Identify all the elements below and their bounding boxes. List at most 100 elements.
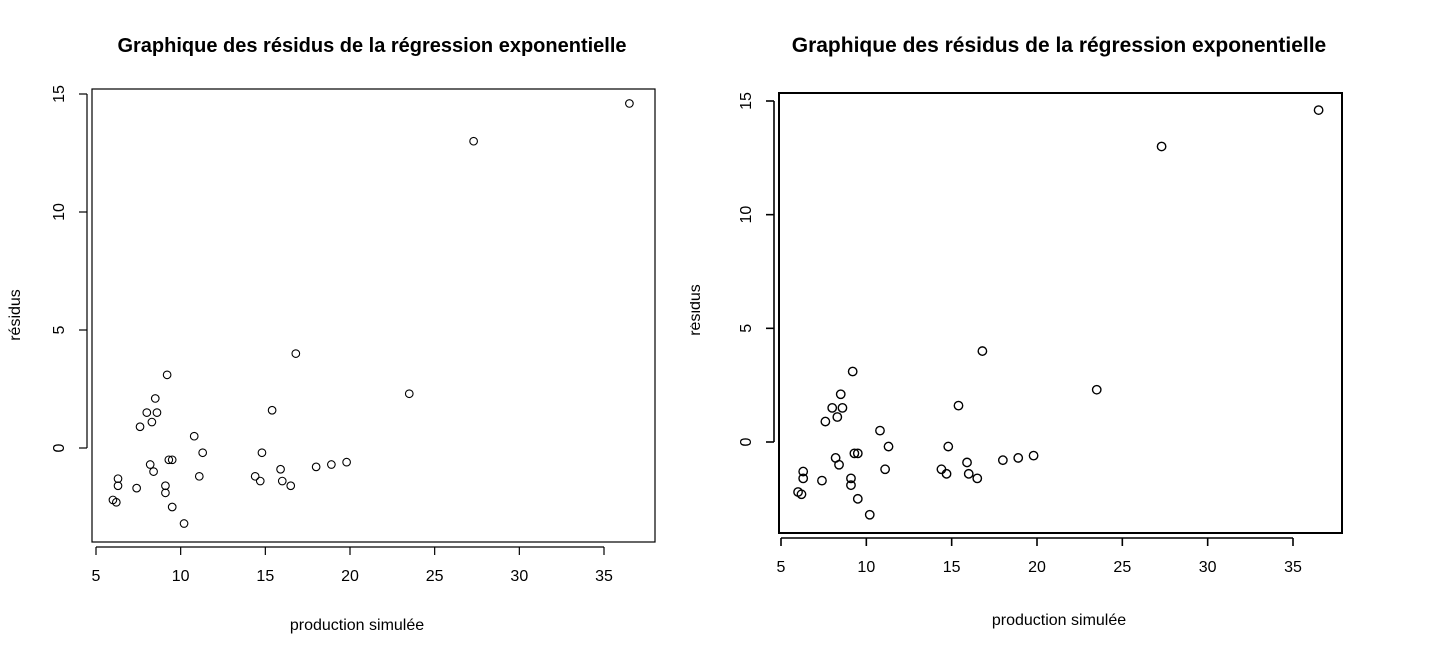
data-point [846, 473, 856, 484]
data-point [875, 425, 885, 436]
x-tick-label: 25 [1113, 559, 1131, 576]
data-point [963, 468, 974, 479]
y-axis: 0 5 10 15 [738, 92, 775, 446]
data-point [1091, 384, 1102, 395]
data-point [852, 448, 863, 459]
data-point [311, 462, 321, 472]
data-point [404, 389, 414, 399]
chart-title: Graphique des résidus de la régression e… [117, 35, 626, 57]
data-point [198, 448, 208, 458]
data-point [145, 460, 155, 469]
data-point [342, 457, 351, 467]
x-tick-label: 5 [92, 568, 101, 585]
data-point [972, 473, 983, 484]
x-tick-label: 15 [256, 568, 274, 585]
data-point [135, 422, 145, 432]
data-point [953, 400, 964, 411]
x-tick-label: 30 [510, 568, 528, 585]
data-point [835, 389, 846, 400]
data-point [827, 402, 838, 413]
data-point [167, 455, 177, 465]
data-point [962, 457, 972, 468]
data-point [142, 408, 152, 417]
data-point [113, 481, 123, 491]
x-axis-label: production simulée [992, 612, 1126, 629]
plot-frame [778, 92, 1343, 534]
data-point [162, 370, 172, 380]
data-point [936, 464, 947, 475]
data-point [941, 468, 952, 479]
y-tick-label: 10 [51, 203, 68, 221]
data-point [837, 402, 848, 413]
x-axis-label: production simulée [290, 617, 424, 634]
data-point [250, 471, 260, 481]
data-point [1313, 105, 1324, 115]
data-point [327, 460, 336, 469]
x-tick-label: 25 [426, 568, 444, 585]
residual-plot-left: Graphique des résidus de la régression e… [7, 35, 656, 634]
data-point [880, 464, 891, 475]
data-point [1028, 450, 1039, 461]
residual-plot-right: Graphique des résidus de la régression e… [687, 34, 1343, 629]
data-point [469, 136, 478, 146]
data-point [179, 519, 189, 528]
data-point [167, 502, 177, 512]
x-tick-label: 10 [172, 568, 190, 585]
y-tick-label: 15 [738, 92, 755, 110]
data-point [625, 99, 634, 108]
x-tick-label: 35 [1284, 559, 1302, 576]
chart-title: Graphique des résidus de la régression e… [792, 34, 1327, 57]
x-tick-label: 15 [943, 559, 961, 576]
data-point [111, 497, 121, 507]
data-point [943, 441, 954, 452]
y-tick-label: 5 [738, 324, 755, 333]
data-point [267, 405, 277, 415]
x-tick-label: 30 [1199, 559, 1217, 576]
data-point [147, 417, 157, 427]
data-point [977, 346, 988, 356]
x-tick-label: 10 [857, 559, 875, 576]
data-point [864, 509, 875, 520]
data-point [113, 474, 123, 484]
data-point [997, 455, 1008, 466]
chart-panel-right: Graphique des résidus de la régression e… [687, 0, 1456, 641]
chart-panel-left: Graphique des résidus de la régression e… [0, 0, 690, 641]
data-point [849, 448, 860, 459]
x-tick-label: 20 [341, 568, 359, 585]
y-tick-label: 0 [51, 443, 68, 452]
y-tick-label: 5 [51, 325, 68, 334]
data-point [798, 466, 809, 477]
data-point [1156, 141, 1167, 152]
y-axis-label: résidus [7, 289, 24, 341]
data-point [798, 473, 809, 484]
data-point [257, 448, 267, 458]
x-tick-label: 20 [1028, 559, 1046, 576]
data-point [291, 349, 301, 358]
data-point [286, 481, 296, 491]
y-axis: 0 5 10 15 [51, 85, 88, 452]
x-tick-label: 35 [595, 568, 613, 585]
data-point [832, 412, 843, 422]
data-point [834, 459, 844, 470]
data-point [152, 408, 162, 417]
y-axis-label: résidus [690, 284, 704, 336]
data-point [1013, 453, 1024, 463]
data-point [883, 441, 894, 452]
plot-frame [91, 88, 656, 543]
x-axis: 5 10 15 20 25 30 35 [777, 537, 1302, 576]
data-point [194, 471, 204, 481]
data-point [161, 481, 170, 491]
x-axis: 5 10 15 20 25 30 35 [92, 546, 613, 585]
data-point [277, 476, 287, 486]
data-point [132, 483, 141, 493]
data-point [164, 455, 174, 465]
data-point [817, 475, 827, 486]
data-point [150, 394, 160, 403]
y-tick-label: 0 [738, 437, 755, 446]
data-points [108, 99, 634, 528]
data-point [852, 493, 863, 504]
data-points [793, 105, 1324, 520]
x-tick-label: 5 [777, 559, 786, 576]
data-point [796, 489, 807, 500]
y-tick-label: 10 [738, 206, 755, 224]
